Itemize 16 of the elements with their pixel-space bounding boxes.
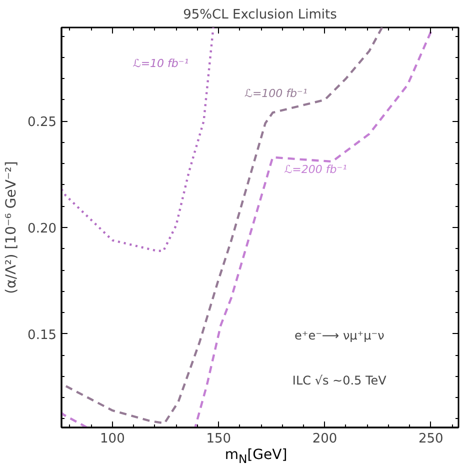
annotation: e⁺e⁻⟶ νμ⁺μ⁻ν xyxy=(294,328,385,342)
series-label: ℒ=10 fb⁻¹ xyxy=(132,57,189,70)
x-tick-label: 150 xyxy=(206,432,232,446)
line-series xyxy=(62,28,214,252)
chart-title: 95%CL Exclusion Limits xyxy=(183,8,338,22)
y-tick-label: 0.25 xyxy=(28,115,57,130)
x-tick-label: 200 xyxy=(312,432,338,446)
x-tick-label: 250 xyxy=(418,432,444,446)
x-tick-label: 100 xyxy=(100,432,125,446)
x-axis-title: m$_{N}$[GeV] xyxy=(224,446,288,468)
series-label: ℒ=100 fb⁻¹ xyxy=(244,87,308,100)
y-tick-label: 0.15 xyxy=(28,328,57,343)
y-tick-label: 0.20 xyxy=(28,222,57,236)
y-axis-title: (α/Λ²) [10⁻⁶ GeV⁻²] xyxy=(4,161,20,294)
annotation: ILC √s ~0.5 TeV xyxy=(292,374,388,388)
series-label: ℒ=200 fb⁻¹ xyxy=(284,163,347,176)
